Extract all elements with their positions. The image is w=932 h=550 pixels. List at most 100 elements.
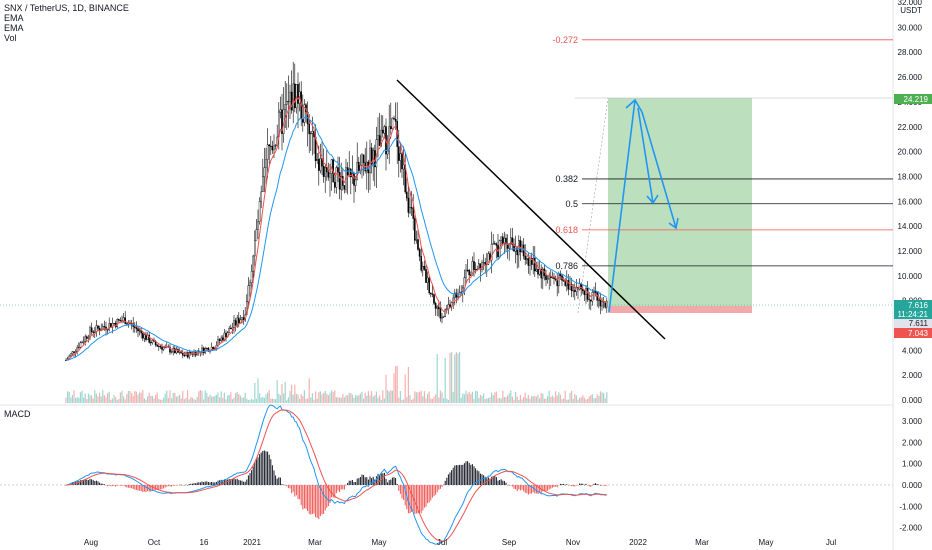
candle-body	[234, 320, 237, 326]
candle-body	[500, 236, 503, 241]
loss-zone[interactable]	[608, 306, 752, 313]
macd-histogram-bar	[217, 480, 219, 485]
candle-body	[310, 133, 312, 135]
price-tick-label: 28.000	[898, 48, 923, 57]
macd-histogram-bar	[479, 473, 481, 485]
candle-body	[594, 291, 597, 293]
candle-body	[348, 168, 351, 176]
candle-body	[135, 327, 138, 329]
candle-body	[322, 165, 325, 177]
volume-bar	[342, 393, 344, 403]
secondary-price-label: 7.611	[909, 319, 929, 328]
macd-histogram-bar	[542, 485, 544, 492]
projection-arrows[interactable]	[608, 98, 679, 313]
volume-bar	[395, 366, 397, 403]
candle-body	[108, 323, 110, 331]
legend-ema-1[interactable]: EMA	[4, 13, 24, 23]
volume-bar	[353, 397, 355, 403]
macd-histogram-bar	[430, 485, 432, 501]
macd-histogram-bar	[302, 485, 304, 510]
macd-histogram-bar	[254, 462, 256, 485]
volume-bar	[534, 396, 536, 403]
macd-histogram-bar	[198, 482, 200, 485]
macd-histogram-bar	[99, 482, 101, 485]
macd-histogram-bar	[174, 485, 176, 486]
time-tick-label: Sep	[502, 538, 517, 547]
volume-bar	[223, 392, 225, 403]
volume-bar	[375, 391, 377, 403]
volume-bar	[142, 390, 144, 403]
volume-bar	[132, 395, 134, 403]
macd-histogram-bar	[321, 485, 323, 515]
candle-body	[545, 275, 547, 280]
candle-body	[398, 146, 400, 161]
candle-body	[492, 243, 495, 245]
macd-histogram-bar	[375, 476, 377, 485]
macd-histogram-bar	[363, 474, 365, 485]
macd-histogram-bar	[550, 485, 552, 489]
candle-body	[162, 347, 165, 350]
candle-body	[113, 323, 115, 325]
legend-ema-2[interactable]: EMA	[4, 23, 24, 33]
macd-histogram-bar	[436, 485, 438, 493]
candle-body	[606, 300, 608, 308]
volume-bar	[95, 393, 97, 403]
candle-body	[249, 282, 251, 286]
candle-body	[242, 317, 245, 321]
macd-histogram-bar	[105, 485, 107, 486]
macd-histogram-bar	[348, 480, 350, 485]
macd-histogram-bar	[131, 485, 133, 489]
volume-bar	[315, 391, 317, 403]
candle-body	[133, 326, 136, 328]
descending-trendline[interactable]	[396, 79, 666, 340]
macd-histogram-bar	[539, 485, 541, 493]
candle-body	[231, 327, 234, 330]
candle-body	[290, 91, 293, 111]
macd-tick-label: 1.000	[902, 460, 923, 469]
macd-histogram-bar	[220, 479, 222, 485]
macd-histogram-bar	[191, 483, 193, 485]
macd-histogram-bar	[252, 466, 254, 485]
macd-histogram-bar	[329, 485, 331, 504]
macd-histogram-bar	[591, 485, 593, 486]
price-axis[interactable]: 0.0002.0004.0006.0008.00010.00012.00014.…	[898, 0, 923, 533]
ema-fast-line	[65, 95, 607, 361]
volume-bar	[601, 392, 603, 403]
time-axis[interactable]: Aug Oct 16 2021 Mar May Jul Sep Nov 2022 Mar May Jul	[84, 538, 836, 547]
legend-vol[interactable]: Vol	[4, 33, 17, 43]
volume-bar	[76, 397, 78, 403]
profit-zone[interactable]	[608, 98, 752, 306]
macd-histogram-bar	[452, 467, 454, 485]
macd-histogram-bar	[222, 480, 224, 485]
macd-histogram-bar	[510, 485, 512, 486]
volume-bar	[415, 392, 417, 403]
volume-bar	[540, 392, 542, 403]
volume-bar	[439, 390, 441, 403]
volume-bar	[390, 390, 392, 403]
volume-bar	[310, 397, 312, 403]
macd-legend[interactable]: MACD	[4, 409, 31, 419]
volume-bar	[164, 393, 166, 403]
macd-histogram-bar	[367, 479, 369, 485]
volume-bar	[235, 393, 237, 403]
macd-histogram-bar	[411, 485, 413, 512]
candle-body	[255, 229, 258, 241]
current-price-label: 7.616	[908, 301, 929, 310]
candle-body	[303, 104, 306, 123]
macd-histogram-bar	[257, 457, 259, 485]
macd-histogram-bar	[470, 464, 472, 485]
volume-bar	[558, 392, 560, 403]
candle-body	[596, 292, 598, 301]
macd-histogram-bar	[190, 483, 192, 485]
macd-histogram-bar	[548, 485, 550, 490]
macd-histogram-bar	[395, 478, 397, 485]
candle-body	[97, 325, 99, 329]
candle-body	[338, 172, 341, 190]
volume-bar	[86, 399, 88, 403]
volume-bar	[503, 396, 505, 403]
volume-bar	[227, 395, 229, 403]
legend-title[interactable]: SNX / TetherUS, 1D, BINANCE	[4, 3, 129, 13]
volume-bar	[566, 399, 568, 403]
candle-body	[318, 159, 320, 171]
